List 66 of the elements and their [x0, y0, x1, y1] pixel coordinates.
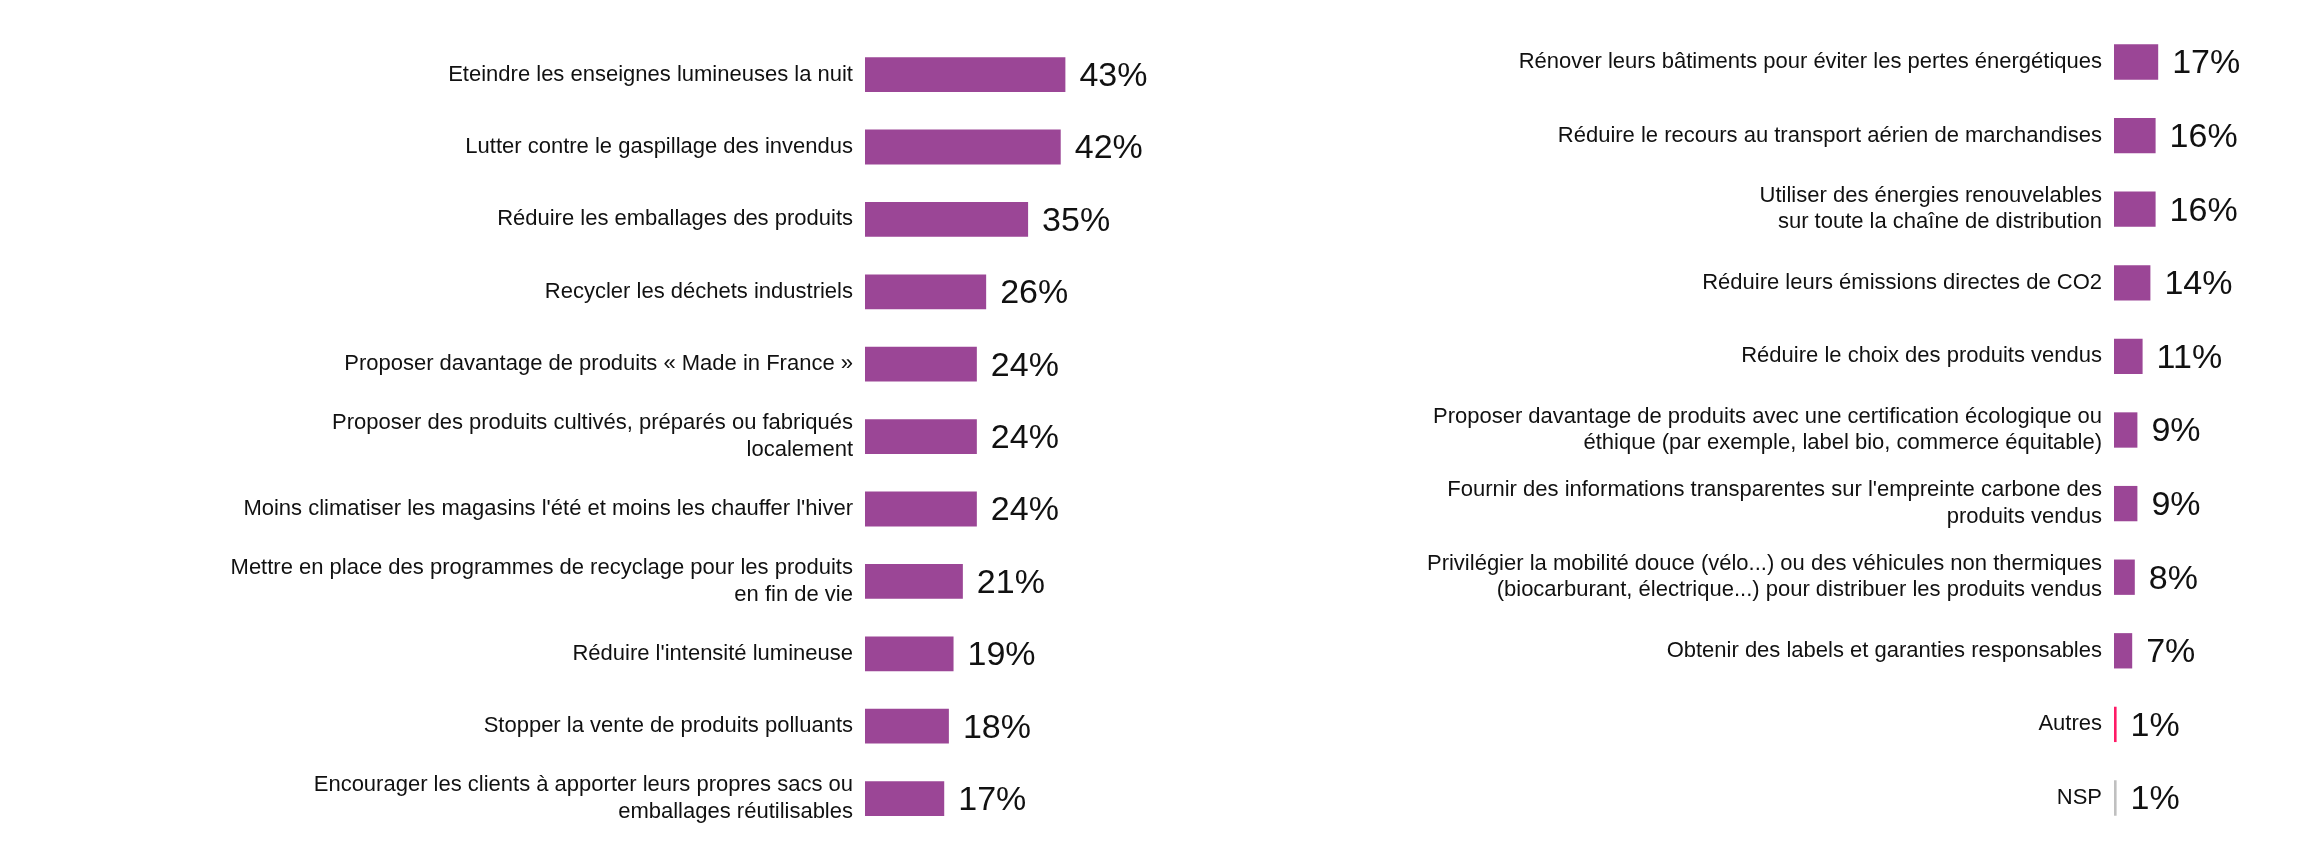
data-label: 43%	[1079, 54, 1148, 93]
data-label: 18%	[962, 706, 1031, 745]
bar	[2114, 706, 2117, 743]
y-tick-label: Proposer davantage de produits « Made in France »	[344, 350, 853, 376]
data-label: 21%	[976, 561, 1045, 600]
data-label: 17%	[2172, 42, 2241, 81]
y-tick-label: Privilégier la mobilité douce (vélo...) ou des véhicules non thermiques (biocarburant, électrique...) pour distribuer les produits vendus	[1426, 550, 2102, 602]
bar	[2114, 485, 2138, 522]
bar	[865, 636, 954, 672]
bar	[2114, 117, 2156, 154]
bar	[865, 346, 977, 382]
data-label: 14%	[2164, 263, 2233, 302]
bar	[2114, 633, 2133, 669]
bar	[2114, 191, 2156, 227]
y-tick-label: Eteindre les enseignes lumineuses la nuit	[448, 60, 853, 86]
bar	[2114, 780, 2117, 816]
data-label: 17%	[958, 778, 1027, 817]
y-tick-label: Fournir des informations transparentes sur l'empreinte carbone des produits vendus	[1447, 476, 2102, 528]
bar	[865, 781, 945, 816]
data-label: 9%	[2151, 410, 2201, 449]
y-tick-label: Utiliser des énergies renouvelables sur toute la chaîne de distribution	[1759, 182, 2102, 234]
y-tick-label: Réduire l'intensité lumineuse	[572, 639, 853, 665]
bar	[2114, 265, 2151, 301]
y-tick-label: Moins climatiser les magasins l'été et moins les chauffer l'hiver	[243, 495, 853, 521]
data-label: 19%	[967, 634, 1036, 673]
bar	[2114, 559, 2135, 595]
bar	[2114, 44, 2159, 80]
data-label: 16%	[2169, 189, 2238, 228]
data-label: 9%	[2151, 483, 2201, 522]
y-tick-label: Rénover leurs bâtiments pour éviter les pertes énergétiques	[1518, 48, 2102, 74]
bar	[865, 274, 987, 310]
bar	[865, 419, 977, 454]
data-label: 8%	[2148, 557, 2198, 596]
bar	[865, 202, 1029, 237]
y-tick-label: Proposer des produits cultivés, préparés ou fabriqués localement	[332, 409, 853, 461]
bar	[2114, 412, 2138, 448]
y-tick-label: Réduire le choix des produits vendus	[1741, 342, 2102, 368]
bar	[865, 708, 949, 744]
y-tick-label: Lutter contre le gaspillage des invendus	[465, 133, 853, 159]
bar	[2114, 338, 2143, 375]
y-tick-label: Mettre en place des programmes de recyclage pour les produits en fin de vie	[230, 554, 853, 606]
y-tick-label: Réduire leurs émissions directes de CO2	[1702, 268, 2102, 294]
y-tick-label: Obtenir des labels et garanties responsables	[1666, 636, 2102, 662]
data-label: 24%	[990, 344, 1059, 383]
y-tick-label: Réduire le recours au transport aérien de marchandises	[1557, 121, 2102, 147]
data-label: 1%	[2130, 704, 2180, 743]
y-tick-label: Recycler les déchets industriels	[544, 277, 853, 303]
bar	[865, 57, 1066, 92]
data-label: 42%	[1074, 127, 1143, 166]
bar	[865, 491, 977, 527]
data-label: 35%	[1042, 199, 1111, 238]
bar	[865, 129, 1061, 165]
data-label: 7%	[2146, 631, 2196, 670]
data-label: 1%	[2130, 778, 2180, 817]
data-label: 24%	[990, 416, 1059, 455]
data-label: 11%	[2156, 336, 2223, 375]
y-tick-label: Autres	[2038, 710, 2102, 736]
bar	[865, 564, 963, 599]
data-label: 26%	[1000, 272, 1069, 311]
data-label: 16%	[2169, 115, 2238, 154]
y-tick-label: Stopper la vente de produits polluants	[483, 712, 853, 738]
y-tick-label: NSP	[2056, 784, 2102, 810]
y-tick-label: Encourager les clients à apporter leurs propres sacs ou emballages réutilisables	[313, 771, 853, 823]
y-tick-label: Réduire les emballages des produits	[497, 205, 853, 231]
y-tick-label: Proposer davantage de produits avec une certification écologique ou éthique (par exemple, label bio, commerce équitable)	[1432, 402, 2102, 455]
data-label: 24%	[990, 489, 1059, 528]
